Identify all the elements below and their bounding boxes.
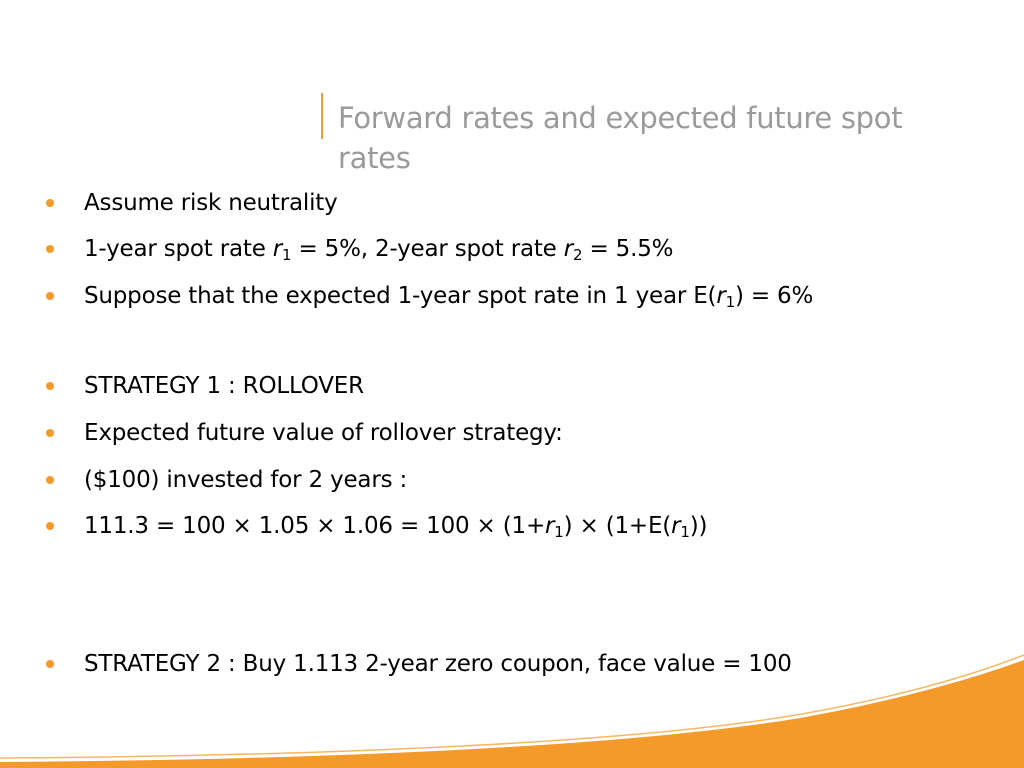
text-segment: )) bbox=[689, 513, 708, 539]
bullet-text: 111.3 = 100 × 1.05 × 1.06 = 100 × (1+r1)… bbox=[84, 509, 707, 543]
bullet-item: STRATEGY 2 : Buy 1.113 2-year zero coupo… bbox=[0, 647, 1000, 681]
bullet-item: Expected future value of rollover strate… bbox=[0, 416, 1000, 450]
text-segment: ) × (1+E( bbox=[563, 513, 672, 539]
bullet-text: STRATEGY 2 : Buy 1.113 2-year zero coupo… bbox=[84, 647, 792, 681]
bullet-text: Suppose that the expected 1-year spot ra… bbox=[84, 279, 813, 313]
text-segment: = 5.5% bbox=[582, 236, 674, 262]
bullet-dot-icon bbox=[46, 429, 54, 437]
bullet-dot-icon bbox=[46, 199, 54, 207]
bullet-dot-icon bbox=[46, 476, 54, 484]
bullet-item: 1-year spot rate r1 = 5%, 2-year spot ra… bbox=[0, 232, 1000, 266]
slide-title: Forward rates and expected future spot r… bbox=[338, 101, 903, 175]
subscript: 1 bbox=[282, 246, 292, 264]
text-segment: STRATEGY 1 : ROLLOVER bbox=[84, 373, 364, 399]
text-segment: 111.3 = 100 × 1.05 × 1.06 = 100 × (1+ bbox=[84, 513, 546, 539]
bullet-item: Suppose that the expected 1-year spot ra… bbox=[0, 279, 1000, 313]
text-segment: ) = 6% bbox=[734, 283, 814, 309]
bullet-dot-icon bbox=[46, 522, 54, 530]
bullet-dot-icon bbox=[46, 660, 54, 668]
math-variable: r bbox=[563, 236, 574, 262]
bullet-text: ($100) invested for 2 years : bbox=[84, 463, 407, 497]
math-variable: r bbox=[545, 513, 555, 539]
subscript: 2 bbox=[573, 246, 583, 264]
text-segment: 1-year spot rate bbox=[84, 236, 273, 262]
text-segment: Expected future value of rollover strate… bbox=[84, 420, 563, 446]
subscript: 1 bbox=[554, 523, 564, 541]
math-variable: r bbox=[671, 513, 681, 539]
bullet-dot-icon bbox=[46, 292, 54, 300]
bullet-dot-icon bbox=[46, 382, 54, 390]
bullet-text: STRATEGY 1 : ROLLOVER bbox=[84, 369, 364, 403]
text-segment: = 5%, 2-year spot rate bbox=[291, 236, 564, 262]
subscript: 1 bbox=[725, 293, 736, 311]
bullet-text: Assume risk neutrality bbox=[84, 186, 338, 220]
subscript: 1 bbox=[680, 523, 690, 541]
bullet-item: 111.3 = 100 × 1.05 × 1.06 = 100 × (1+r1)… bbox=[0, 509, 1000, 543]
bullet-item: STRATEGY 1 : ROLLOVER bbox=[0, 369, 1000, 403]
text-segment: Suppose that the expected 1-year spot ra… bbox=[84, 283, 717, 309]
text-segment: ($100) invested for 2 years : bbox=[84, 467, 408, 493]
bullet-text: Expected future value of rollover strate… bbox=[84, 416, 563, 450]
title-accent-rule bbox=[321, 93, 323, 139]
bullet-item: Assume risk neutrality bbox=[0, 186, 1000, 220]
text-segment: STRATEGY 2 : Buy 1.113 2-year zero coupo… bbox=[84, 651, 792, 677]
bullet-dot-icon bbox=[46, 245, 54, 253]
bullet-item: ($100) invested for 2 years : bbox=[0, 463, 1000, 497]
text-segment: Assume risk neutrality bbox=[84, 190, 338, 216]
bullet-text: 1-year spot rate r1 = 5%, 2-year spot ra… bbox=[84, 232, 673, 266]
math-variable: r bbox=[716, 283, 726, 309]
math-variable: r bbox=[272, 236, 283, 262]
